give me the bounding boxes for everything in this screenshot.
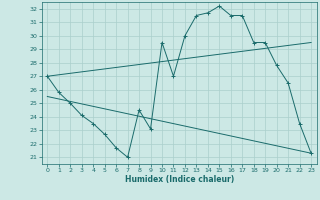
X-axis label: Humidex (Indice chaleur): Humidex (Indice chaleur) [124,175,234,184]
